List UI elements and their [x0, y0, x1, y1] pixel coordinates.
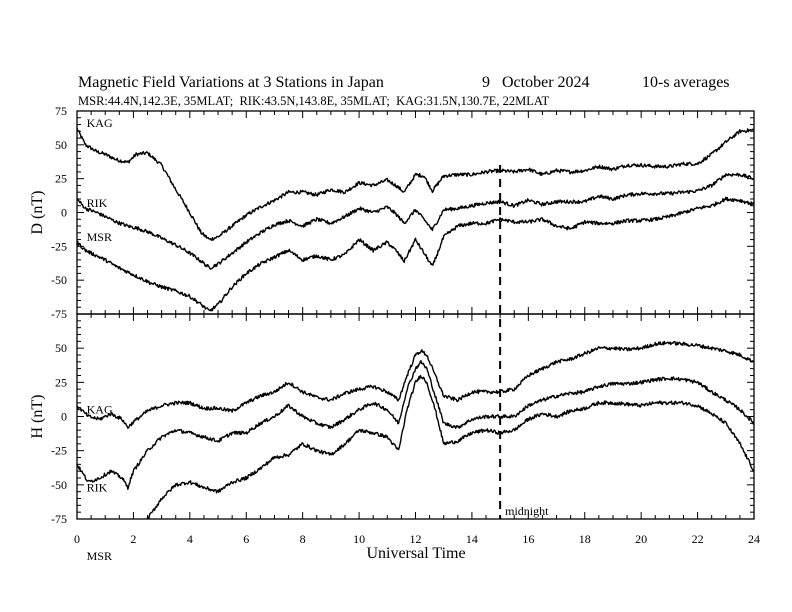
x-tick-label: 20: [635, 532, 647, 546]
station-label-rik: RIK: [87, 196, 108, 210]
station-label-rik: RIK: [87, 481, 108, 495]
x-tick-label: 14: [466, 532, 478, 546]
series-kag-h: [77, 340, 754, 429]
midnight-label: midnight: [505, 504, 549, 518]
chart-averaging: 10-s averages: [642, 74, 730, 91]
h-panel: 50 25 0 -25 -50 -75 H (nT) KAG RIK MSR: [29, 313, 755, 563]
y-tick-label: 50: [55, 341, 67, 355]
chart-title: Magnetic Field Variations at 3 Stations …: [78, 74, 384, 91]
x-tick-label: 18: [579, 532, 591, 546]
x-tick-label: 24: [748, 532, 760, 546]
y-tick-label: -50: [51, 478, 67, 492]
x-tick-label: 10: [353, 532, 365, 546]
y-axis-title: D (nT): [29, 191, 46, 235]
x-tick-label: 22: [692, 532, 704, 546]
y-tick-label: -50: [51, 273, 67, 287]
y-tick-label: -75: [51, 512, 67, 526]
y-tick-label: 0: [61, 410, 67, 424]
station-label-msr: MSR: [87, 230, 112, 244]
y-tick-label: -25: [51, 444, 67, 458]
y-tick-label: 25: [55, 375, 67, 389]
y-tick-label: 25: [55, 172, 67, 186]
series-kag-d: [77, 127, 754, 241]
series-msr-h: [146, 374, 754, 519]
chart-date: 9 October 2024: [482, 74, 590, 91]
y-tick-label: -75: [51, 307, 67, 321]
x-tick-label: 4: [187, 532, 193, 546]
chart-subtitle: MSR:44.4N,142.3E, 35MLAT; RIK:43.5N,143.…: [78, 94, 550, 108]
station-label-msr: MSR: [87, 549, 112, 563]
d-panel-frame: [76, 110, 755, 315]
series-msr-d: [77, 196, 754, 312]
series-rik-d: [77, 172, 754, 270]
x-tick-label: 16: [522, 532, 534, 546]
x-tick-label: 8: [300, 532, 306, 546]
x-tick-label: 0: [74, 532, 80, 546]
y-tick-label: 0: [61, 206, 67, 220]
y-tick-label: 75: [55, 104, 67, 118]
d-panel: 75 50 25 0 -25 -50 -75 D (nT) KAG RIK MSR: [29, 104, 755, 321]
x-tick-label: 6: [243, 532, 249, 546]
x-axis: 0 2 4 6 8 10 12 14 16 18 20 22 24: [74, 111, 760, 546]
x-axis-title: Universal Time: [366, 545, 465, 562]
y-tick-label: -25: [51, 239, 67, 253]
y-tick-label: 50: [55, 138, 67, 152]
y-axis-title: H (nT): [29, 395, 46, 439]
series-rik-h: [77, 360, 754, 490]
station-label-kag: KAG: [87, 403, 113, 417]
station-label-kag: KAG: [87, 116, 113, 130]
x-tick-label: 2: [130, 532, 136, 546]
x-tick-label: 12: [410, 532, 422, 546]
